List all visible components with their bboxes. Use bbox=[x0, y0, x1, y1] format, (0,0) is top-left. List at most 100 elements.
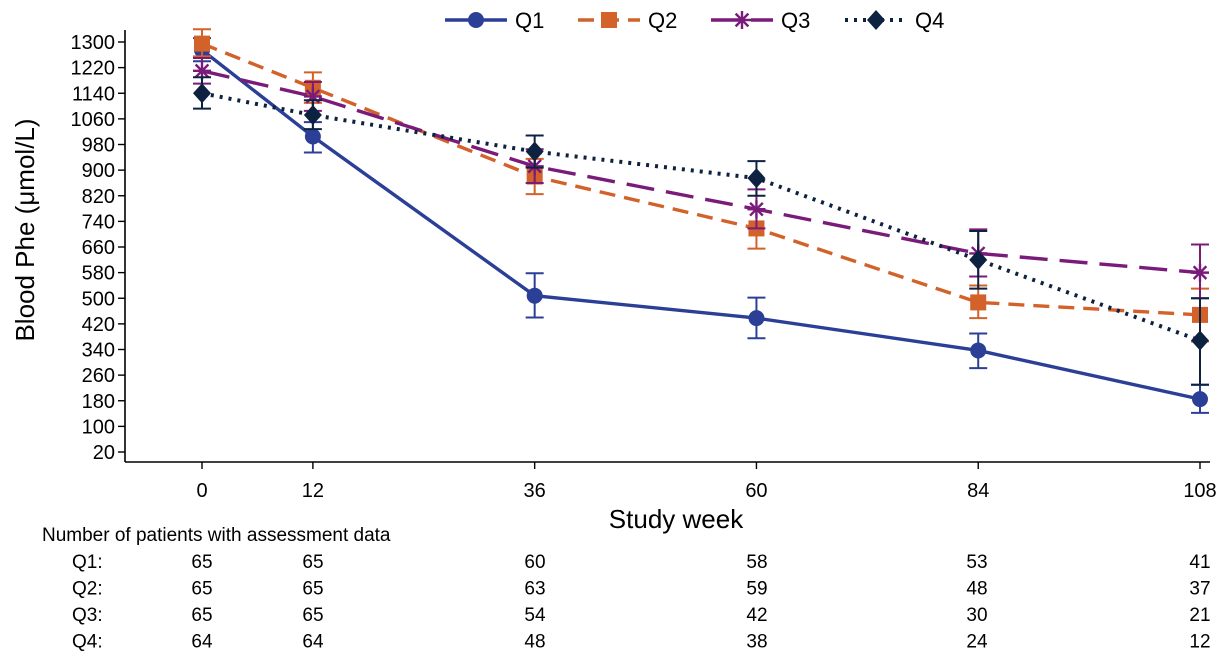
patients-row-label: Q2: bbox=[72, 579, 103, 600]
patients-count-cell: 48 bbox=[966, 579, 987, 600]
marker-square bbox=[970, 294, 987, 311]
y-tick-label: 980 bbox=[82, 135, 115, 157]
patients-count-cell: 53 bbox=[966, 552, 987, 573]
patients-count-cell: 64 bbox=[191, 632, 213, 653]
patients-count-cell: 12 bbox=[1189, 632, 1210, 653]
y-tick-label: 100 bbox=[82, 416, 115, 438]
marker-asterisk bbox=[733, 11, 751, 29]
marker-stroke bbox=[194, 63, 210, 79]
patients-count-cell: 38 bbox=[746, 632, 767, 653]
patients-count-cell: 64 bbox=[302, 632, 324, 653]
y-axis-title: Blood Phe (μmol/L) bbox=[10, 118, 40, 341]
patients-count-cell: 65 bbox=[191, 552, 212, 573]
x-tick-label: 36 bbox=[524, 480, 546, 502]
y-tick-label: 740 bbox=[82, 211, 115, 233]
data-point bbox=[747, 200, 766, 219]
marker-asterisk bbox=[747, 200, 766, 219]
y-tick-label: 1140 bbox=[72, 83, 115, 105]
data-point bbox=[193, 83, 211, 104]
data-point bbox=[303, 105, 322, 126]
patients-count-cell: 59 bbox=[746, 579, 767, 600]
marker-diamond bbox=[1191, 330, 1209, 351]
marker-circle bbox=[526, 287, 543, 304]
x-tick-label: 0 bbox=[196, 480, 207, 502]
patients-table: Q1: 65 65 60 58 53 41 Q2: 65 65 63 59 48 37 Q3: 65 65 54 4… bbox=[72, 552, 1211, 653]
patients-count-cell: 65 bbox=[302, 579, 323, 600]
marker-square bbox=[601, 12, 617, 28]
series-line bbox=[200, 48, 1201, 401]
legend-label: Q3 bbox=[781, 8, 810, 33]
patients-count-cell: 24 bbox=[966, 632, 988, 653]
marker-diamond bbox=[525, 141, 544, 162]
y-tick-label: 500 bbox=[82, 288, 115, 310]
patients-row-q4: Q4: 64 64 48 38 24 12 bbox=[72, 632, 1211, 653]
y-tick-label: 20 bbox=[93, 442, 115, 464]
series-line bbox=[201, 69, 1201, 275]
y-tick-label: 1060 bbox=[71, 109, 116, 131]
marker-stroke bbox=[734, 12, 750, 28]
y-tick-label: 340 bbox=[82, 340, 115, 362]
patients-count-cell: 42 bbox=[746, 605, 767, 626]
series-q3 bbox=[193, 57, 1209, 300]
marker-stroke bbox=[1192, 265, 1208, 280]
patients-count-cell: 48 bbox=[524, 632, 545, 653]
patients-row-q3: Q3: 65 65 54 42 30 21 bbox=[72, 605, 1211, 626]
data-point bbox=[1191, 330, 1209, 351]
patients-count-cell: 37 bbox=[1189, 579, 1210, 600]
y-tick-label: 660 bbox=[82, 237, 115, 259]
y-tick-label: 420 bbox=[82, 314, 115, 336]
patients-row-q1: Q1: 65 65 60 58 53 41 bbox=[72, 552, 1211, 573]
legend-item-q1: Q1 bbox=[445, 8, 544, 33]
marker-diamond bbox=[303, 105, 322, 126]
series-line bbox=[201, 42, 1201, 317]
x-axis-title: Study week bbox=[609, 504, 744, 534]
y-tick-label: 580 bbox=[82, 263, 115, 285]
patients-count-cell: 63 bbox=[524, 579, 545, 600]
marker-asterisk bbox=[1191, 263, 1209, 282]
x-tick-label: 108 bbox=[1183, 480, 1216, 502]
data-point bbox=[970, 342, 987, 359]
series-q2 bbox=[193, 28, 1209, 343]
patients-count-cell: 60 bbox=[524, 552, 545, 573]
legend-item-q4: Q4 bbox=[845, 8, 944, 33]
axes: 20 100 180 260 340 420 500 580 660 740 820 900 980 10… bbox=[71, 30, 1217, 502]
marker-circle bbox=[1192, 391, 1208, 408]
patients-count-cell: 65 bbox=[191, 605, 212, 626]
marker-circle bbox=[304, 128, 321, 145]
patients-count-cell: 65 bbox=[191, 579, 212, 600]
marker-diamond bbox=[867, 10, 885, 30]
patients-count-cell: 65 bbox=[302, 605, 323, 626]
marker-diamond bbox=[747, 168, 766, 189]
series-q1 bbox=[193, 37, 1209, 414]
marker-square bbox=[194, 35, 210, 52]
data-point bbox=[969, 249, 988, 270]
patients-table-title: Number of patients with assessment data bbox=[42, 525, 391, 546]
patients-count-cell: 41 bbox=[1189, 552, 1210, 573]
data-point bbox=[194, 35, 210, 52]
patients-count-cell: 30 bbox=[966, 605, 987, 626]
y-tick-label: 900 bbox=[82, 160, 115, 182]
marker-diamond bbox=[969, 249, 988, 270]
data-point bbox=[525, 141, 544, 162]
data-point bbox=[1191, 263, 1209, 282]
series-q4 bbox=[193, 76, 1209, 386]
legend: Q1 Q2 Q3 Q4 bbox=[445, 8, 944, 33]
marker-diamond bbox=[193, 83, 211, 104]
marker-stroke bbox=[749, 201, 764, 217]
data-point bbox=[747, 168, 766, 189]
data-point bbox=[304, 128, 321, 145]
patients-row-label: Q4: bbox=[72, 632, 103, 653]
series-layer bbox=[193, 28, 1209, 414]
marker-circle bbox=[748, 310, 765, 327]
data-point bbox=[526, 287, 543, 304]
patients-row-label: Q1: bbox=[72, 552, 103, 573]
data-point bbox=[748, 310, 765, 327]
patients-count-cell: 21 bbox=[1189, 605, 1210, 626]
legend-label: Q1 bbox=[515, 8, 544, 33]
patients-count-cell: 65 bbox=[302, 552, 323, 573]
y-tick-label: 260 bbox=[82, 365, 115, 387]
legend-item-q3: Q3 bbox=[711, 8, 810, 33]
legend-label: Q2 bbox=[648, 8, 677, 33]
marker-circle bbox=[970, 342, 987, 359]
